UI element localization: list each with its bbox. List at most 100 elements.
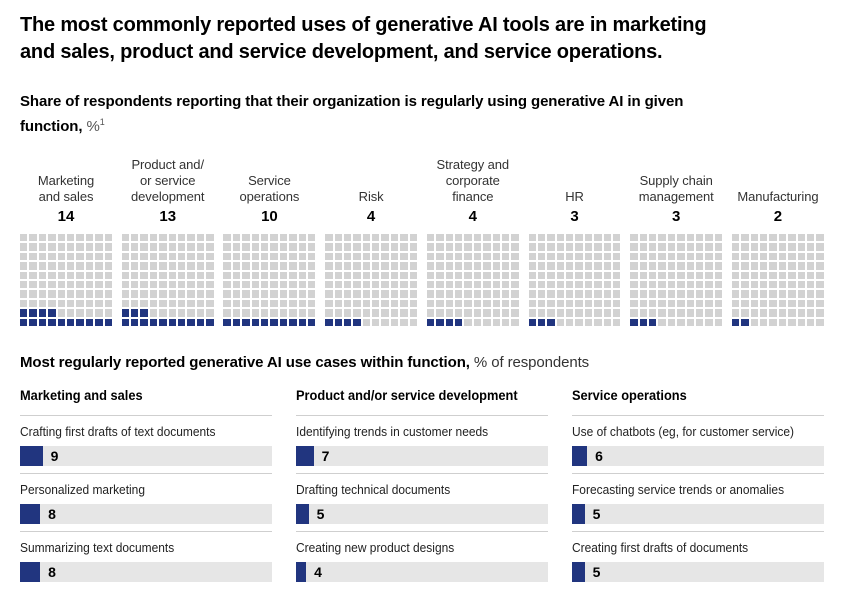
use-case-label: Forecasting service trends or anomalies bbox=[572, 482, 785, 497]
waffle-label-line: or service bbox=[140, 173, 196, 188]
waffle-label-line: corporate bbox=[445, 173, 500, 188]
bar-fill bbox=[572, 446, 588, 466]
bar-fill bbox=[20, 446, 43, 466]
use-case-label: Identifying trends in customer needs bbox=[296, 424, 489, 439]
waffle-label-line: and sales bbox=[38, 189, 94, 204]
bar-fill bbox=[572, 562, 585, 582]
waffle-label-line: Strategy and bbox=[436, 157, 510, 172]
use-case-bar: 4 bbox=[296, 562, 548, 582]
use-case-bar: 5 bbox=[572, 562, 824, 582]
waffle-value: 14 bbox=[57, 208, 75, 225]
waffle-value: 10 bbox=[261, 208, 278, 225]
waffle-label: Marketing and sales 14 bbox=[38, 173, 94, 226]
use-case-item: Crafting first drafts of text documents … bbox=[20, 415, 272, 473]
waffle-grid bbox=[121, 234, 214, 326]
waffle-grid bbox=[630, 234, 723, 326]
use-case-bar: 8 bbox=[20, 562, 272, 582]
waffle-grid bbox=[325, 234, 418, 326]
bar-value: 8 bbox=[48, 506, 56, 522]
waffle-label: Service operations 10 bbox=[240, 173, 300, 226]
use-case-columns: Marketing and sales Crafting first draft… bbox=[20, 387, 824, 589]
waffle-grid bbox=[731, 234, 824, 326]
waffle-label: HR 3 bbox=[565, 189, 584, 226]
bar-fill bbox=[20, 504, 41, 524]
use-case-item: Identifying trends in customer needs 7 bbox=[296, 415, 548, 473]
column-header: Product and/or service development bbox=[296, 388, 518, 403]
use-cases-title-unit: % of respondents bbox=[473, 354, 590, 371]
waffle-value: 3 bbox=[672, 208, 681, 225]
subtitle-line1: Share of respondents reporting that thei… bbox=[20, 93, 684, 110]
waffle-label-line: Risk bbox=[358, 189, 384, 204]
use-case-bar: 5 bbox=[572, 504, 824, 524]
waffle-chart-service-operations: Service operations 10 bbox=[223, 157, 316, 326]
waffle-label: Strategy and corporate finance 4 bbox=[437, 157, 510, 226]
bar-fill bbox=[296, 504, 309, 524]
waffle-label: Manufacturing 2 bbox=[737, 189, 818, 226]
waffle-grid bbox=[223, 234, 316, 326]
waffle-charts-row: Marketing and sales 14 Product and/ or s… bbox=[20, 157, 824, 326]
use-case-item: Personalized marketing 8 bbox=[20, 473, 272, 531]
waffle-chart-marketing-and-sales: Marketing and sales 14 bbox=[20, 157, 112, 326]
use-case-bar: 9 bbox=[20, 446, 272, 466]
use-case-item: Drafting technical documents 5 bbox=[296, 473, 548, 531]
column-header: Service operations bbox=[572, 388, 687, 403]
use-case-label: Drafting technical documents bbox=[296, 482, 451, 497]
waffle-grid bbox=[20, 234, 112, 326]
waffle-label-line: finance bbox=[452, 189, 494, 204]
use-case-bar: 5 bbox=[296, 504, 548, 524]
exhibit-title: The most commonly reported uses of gener… bbox=[20, 12, 824, 66]
bar-value: 8 bbox=[48, 564, 56, 580]
waffle-label-line: operations bbox=[239, 189, 300, 204]
subtitle-unit: % bbox=[86, 118, 100, 135]
use-case-label: Crafting first drafts of text documents bbox=[20, 424, 216, 439]
waffle-label-line: management bbox=[638, 189, 714, 204]
use-cases-section-title: Most regularly reported generative AI us… bbox=[20, 354, 824, 371]
waffle-chart-supply-chain-management: Supply chain management 3 bbox=[630, 157, 723, 326]
subtitle-line2-bold: function, bbox=[20, 118, 83, 135]
use-case-bar: 8 bbox=[20, 504, 272, 524]
waffle-value: 3 bbox=[570, 208, 579, 225]
bar-fill bbox=[20, 562, 41, 582]
waffle-chart-risk: Risk 4 bbox=[325, 157, 418, 326]
waffle-value: 4 bbox=[366, 208, 376, 225]
use-case-label: Use of chatbots (eg, for customer servic… bbox=[572, 424, 795, 439]
waffle-label-line: Product and/ bbox=[131, 157, 204, 172]
bar-value: 5 bbox=[592, 564, 601, 580]
use-case-column-product-service-development: Product and/or service development Ident… bbox=[296, 387, 548, 589]
waffle-value: 4 bbox=[468, 208, 477, 225]
waffle-grid bbox=[528, 234, 621, 326]
use-case-item: Creating first drafts of documents 5 bbox=[572, 531, 824, 589]
waffle-label-line: Manufacturing bbox=[737, 189, 819, 204]
waffle-label-line: Service bbox=[248, 173, 291, 188]
waffle-label-line: Supply chain bbox=[639, 173, 713, 188]
use-case-item: Creating new product designs 4 bbox=[296, 531, 548, 589]
bar-value: 5 bbox=[316, 506, 325, 522]
use-case-item: Summarizing text documents 8 bbox=[20, 531, 272, 589]
exhibit-title-line1: The most commonly reported uses of gener… bbox=[20, 14, 707, 36]
exhibit-title-line2: and sales, product and service developme… bbox=[20, 41, 663, 63]
use-cases-title-bold: Most regularly reported generative AI us… bbox=[20, 354, 470, 371]
waffle-chart-product-service-development: Product and/ or service development 13 bbox=[121, 157, 214, 326]
waffle-grid bbox=[426, 234, 519, 326]
use-case-column-service-operations: Service operations Use of chatbots (eg, … bbox=[572, 387, 824, 589]
waffle-value: 2 bbox=[773, 208, 783, 225]
waffle-chart-manufacturing: Manufacturing 2 bbox=[731, 157, 824, 326]
waffle-label-line: development bbox=[131, 189, 205, 204]
use-case-bar: 6 bbox=[572, 446, 824, 466]
use-case-item: Use of chatbots (eg, for customer servic… bbox=[572, 415, 824, 473]
use-case-item: Forecasting service trends or anomalies … bbox=[572, 473, 824, 531]
waffle-label-line: HR bbox=[565, 189, 584, 204]
bar-fill bbox=[572, 504, 585, 524]
bar-fill bbox=[296, 562, 307, 582]
bar-value: 6 bbox=[595, 448, 603, 464]
waffle-label: Product and/ or service development 13 bbox=[131, 157, 204, 226]
use-case-bar: 7 bbox=[296, 446, 548, 466]
footnote-marker: 1 bbox=[99, 117, 105, 127]
bar-value: 4 bbox=[314, 564, 322, 580]
bar-value: 7 bbox=[321, 448, 330, 464]
use-case-label: Creating new product designs bbox=[296, 540, 455, 555]
waffle-chart-strategy-corporate-finance: Strategy and corporate finance 4 bbox=[426, 157, 519, 326]
bar-value: 9 bbox=[50, 448, 59, 464]
waffle-section-subtitle: Share of respondents reporting that thei… bbox=[20, 92, 824, 137]
waffle-label: Supply chain management 3 bbox=[639, 173, 714, 226]
